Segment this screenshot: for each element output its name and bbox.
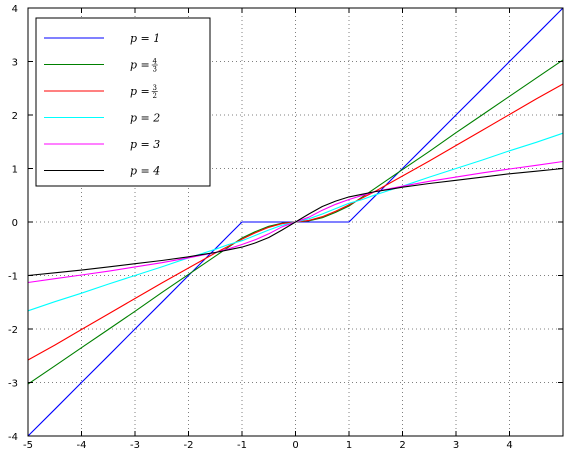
y-tick-label: 3 [12,58,18,69]
y-tick-label: -4 [8,432,18,443]
legend-label-3: p = [130,85,150,98]
x-tick-label: 3 [453,440,459,451]
y-tick-label: 2 [12,111,18,122]
x-tick-label: -1 [237,440,247,451]
y-tick-label: 4 [12,4,18,15]
series-lines [27,7,564,437]
y-tick-label: -2 [8,325,18,336]
grid [28,8,563,436]
legend-label-2: p = [130,59,150,72]
legend-frac-num-3: 3 [153,84,157,92]
x-tick-label: -4 [77,440,87,451]
legend-frac-den-3: 2 [153,92,157,100]
legend: p = 1p = 43p = 32p = 2p = 3p = 4 [35,17,211,187]
y-tick-label: 0 [12,218,18,229]
x-tick-label: 4 [506,440,512,451]
legend-label-4: p = 2 [130,112,160,125]
legend-label-5: p = 3 [130,138,160,151]
x-tick-label: -5 [23,440,33,451]
x-tick-label: -2 [184,440,194,451]
x-tick-label: 0 [292,440,298,451]
legend-label-1: p = 1 [130,32,160,45]
x-tick-label: 2 [399,440,405,451]
legend-frac-den-2: 3 [153,66,157,74]
y-tick-label: -1 [8,272,18,283]
legend-box [35,17,211,187]
x-tick-label: 1 [346,440,352,451]
legend-label-6: p = 4 [130,165,160,178]
y-tick-label: 1 [12,165,18,176]
y-tick-label: -3 [8,379,18,390]
legend-frac-num-2: 4 [153,58,158,66]
series-line-6 [27,167,564,277]
x-tick-label: -3 [130,440,140,451]
